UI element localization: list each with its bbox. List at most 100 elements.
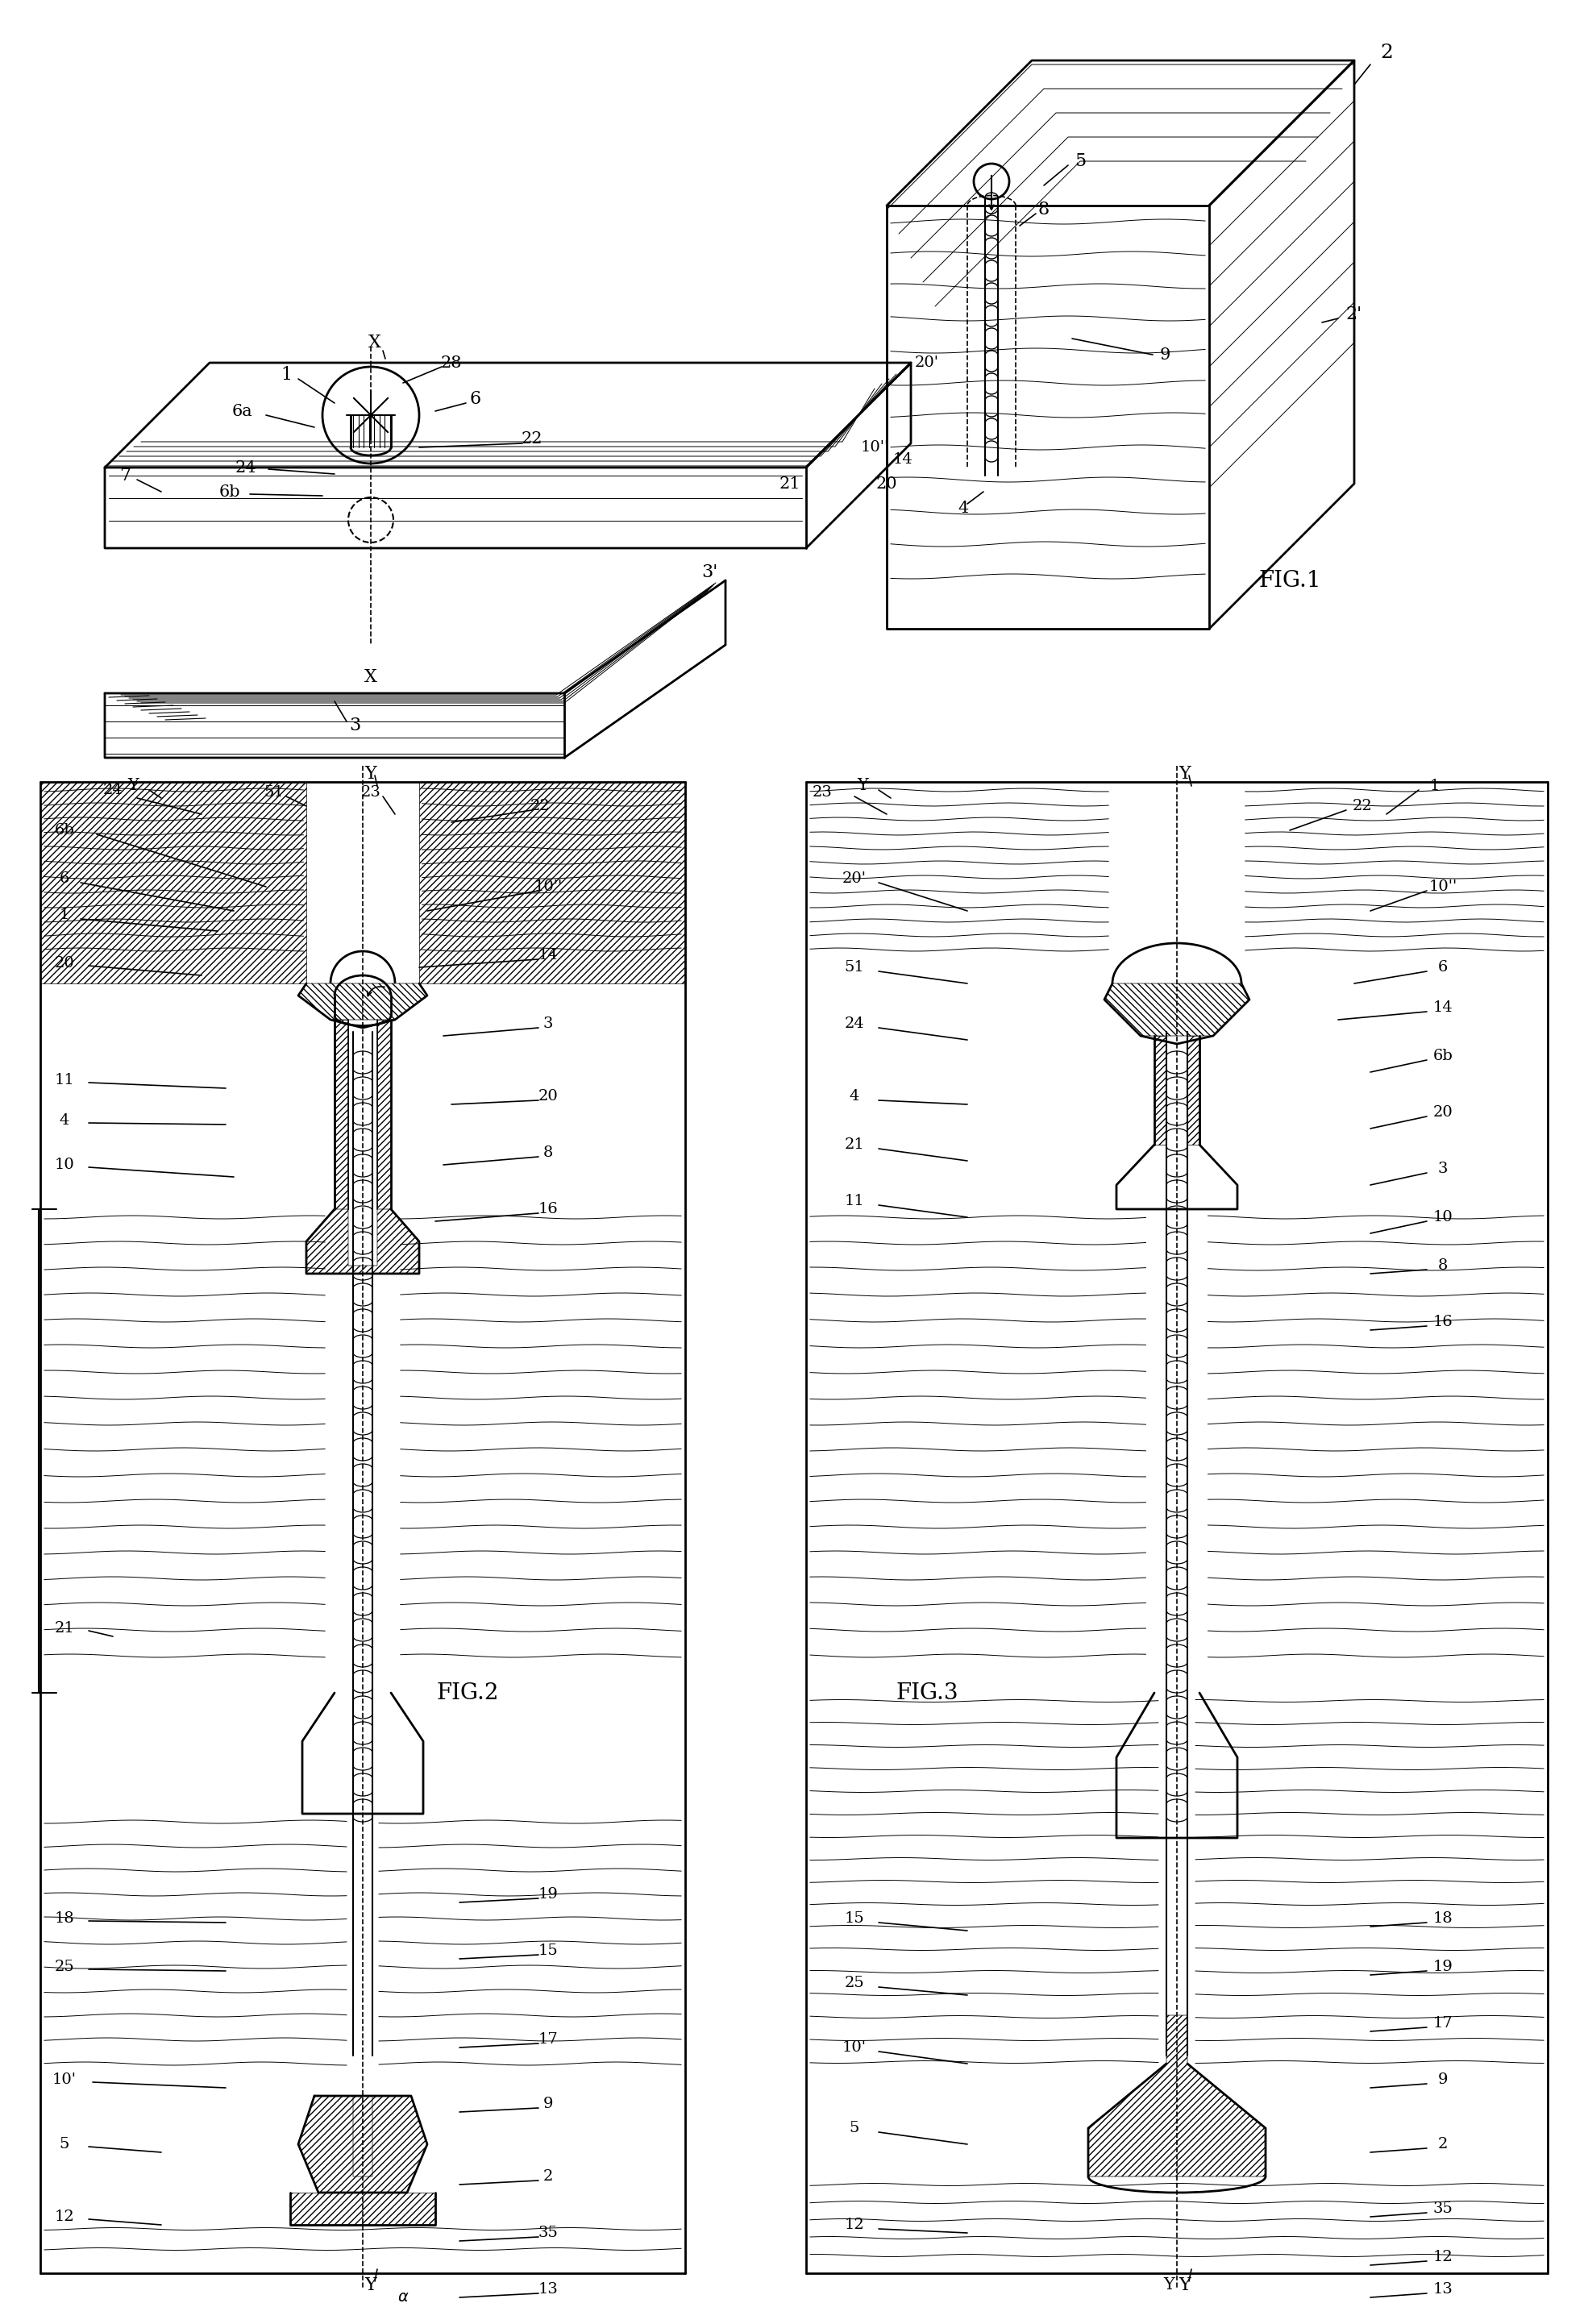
Text: 10'': 10'' xyxy=(534,878,562,895)
Text: 10'': 10'' xyxy=(861,439,889,456)
Text: 20: 20 xyxy=(877,476,897,490)
Text: 3: 3 xyxy=(349,716,360,734)
Polygon shape xyxy=(335,1020,348,1208)
Text: 35: 35 xyxy=(538,2226,557,2240)
Text: 13: 13 xyxy=(538,2282,557,2296)
Text: 17: 17 xyxy=(1432,2015,1453,2031)
Polygon shape xyxy=(299,983,427,1020)
Polygon shape xyxy=(40,781,306,983)
Text: 9: 9 xyxy=(1159,346,1170,363)
Text: 4: 4 xyxy=(59,1113,70,1127)
Polygon shape xyxy=(1154,1037,1167,1146)
Text: 22: 22 xyxy=(521,432,543,446)
Text: Y: Y xyxy=(365,2278,376,2294)
Text: 23: 23 xyxy=(360,786,381,799)
Text: Y: Y xyxy=(365,765,376,783)
Text: 10': 10' xyxy=(52,2073,76,2087)
Text: 21: 21 xyxy=(54,1622,75,1636)
Text: 18: 18 xyxy=(54,1910,75,1927)
Text: 6b: 6b xyxy=(1432,1048,1453,1064)
Text: 2': 2' xyxy=(1347,304,1363,323)
Text: 25: 25 xyxy=(845,1975,864,1989)
Text: 24: 24 xyxy=(845,1016,864,1032)
Text: 20: 20 xyxy=(538,1090,557,1104)
Text: X: X xyxy=(368,335,381,351)
Text: 8: 8 xyxy=(1039,200,1050,218)
Text: 1: 1 xyxy=(281,365,292,383)
Text: 35: 35 xyxy=(1432,2201,1453,2217)
Text: 6: 6 xyxy=(59,872,70,885)
Text: Y: Y xyxy=(1178,2278,1191,2294)
Text: 23: 23 xyxy=(811,786,832,799)
Text: 18: 18 xyxy=(1432,1910,1453,1927)
Text: 51: 51 xyxy=(845,960,864,974)
Text: 3: 3 xyxy=(543,1016,553,1032)
Text: 11: 11 xyxy=(845,1195,864,1208)
Text: FIG.2: FIG.2 xyxy=(437,1683,499,1703)
Polygon shape xyxy=(306,1208,419,1274)
Text: 6a: 6a xyxy=(232,404,252,418)
Text: 8: 8 xyxy=(1437,1257,1448,1274)
Text: X: X xyxy=(364,669,378,686)
Text: 9: 9 xyxy=(543,2096,553,2110)
Text: 24: 24 xyxy=(103,783,122,797)
Text: 5: 5 xyxy=(59,2138,70,2152)
Text: 2: 2 xyxy=(1380,44,1393,63)
Text: 17: 17 xyxy=(538,2031,557,2047)
Polygon shape xyxy=(378,1020,391,1208)
Text: 10': 10' xyxy=(842,2040,867,2054)
Text: 6: 6 xyxy=(1437,960,1448,974)
Text: 19: 19 xyxy=(538,1887,557,1901)
Text: 16: 16 xyxy=(1432,1315,1453,1329)
Text: 12: 12 xyxy=(1432,2250,1453,2264)
Text: 1: 1 xyxy=(1429,779,1440,792)
Text: 14: 14 xyxy=(892,453,913,467)
Text: 25: 25 xyxy=(54,1959,75,1973)
Text: 14: 14 xyxy=(1432,999,1453,1016)
Text: 21: 21 xyxy=(845,1136,864,1153)
Text: Y: Y xyxy=(1164,2278,1175,2294)
Text: 15: 15 xyxy=(845,1910,864,1927)
Text: 19: 19 xyxy=(1432,1959,1453,1973)
Polygon shape xyxy=(291,2192,435,2224)
Text: 28: 28 xyxy=(441,356,462,370)
Text: FIG.1: FIG.1 xyxy=(1258,569,1321,590)
Text: FIG.3: FIG.3 xyxy=(896,1683,958,1703)
Text: 21: 21 xyxy=(780,476,800,490)
Text: 12: 12 xyxy=(845,2217,864,2231)
Text: 10: 10 xyxy=(1432,1211,1453,1225)
Text: 12: 12 xyxy=(54,2210,75,2224)
Text: 2: 2 xyxy=(543,2168,553,2185)
Polygon shape xyxy=(419,781,684,983)
Text: Y: Y xyxy=(127,779,138,792)
Text: 16: 16 xyxy=(538,1202,557,1215)
Text: 10: 10 xyxy=(54,1157,75,1171)
Text: 5: 5 xyxy=(850,2122,859,2136)
Text: 4: 4 xyxy=(958,500,969,516)
Text: 10'': 10'' xyxy=(1429,878,1458,895)
Text: 6: 6 xyxy=(470,390,481,409)
Text: 6b: 6b xyxy=(219,483,240,500)
Text: 5: 5 xyxy=(1075,153,1086,170)
Text: 13: 13 xyxy=(1432,2282,1453,2296)
Text: 2: 2 xyxy=(1437,2138,1448,2152)
Text: 51: 51 xyxy=(264,786,284,799)
Text: Y: Y xyxy=(1178,765,1191,783)
Text: 20: 20 xyxy=(1432,1106,1453,1120)
Text: 1: 1 xyxy=(59,909,70,923)
Text: 11: 11 xyxy=(54,1074,75,1088)
Text: 24: 24 xyxy=(235,460,257,474)
Text: $\alpha$: $\alpha$ xyxy=(397,2289,410,2305)
Text: 7: 7 xyxy=(119,467,130,483)
Text: 4: 4 xyxy=(850,1090,859,1104)
Polygon shape xyxy=(1104,983,1250,1037)
Text: Y: Y xyxy=(858,779,869,792)
Polygon shape xyxy=(1188,1037,1199,1146)
Text: 22: 22 xyxy=(1353,799,1372,813)
Text: 15: 15 xyxy=(538,1943,557,1959)
Text: 3': 3' xyxy=(702,562,718,581)
Text: 14: 14 xyxy=(538,948,557,962)
Text: 9: 9 xyxy=(1437,2073,1448,2087)
Text: 6b: 6b xyxy=(54,823,75,837)
Text: 8: 8 xyxy=(543,1146,553,1160)
